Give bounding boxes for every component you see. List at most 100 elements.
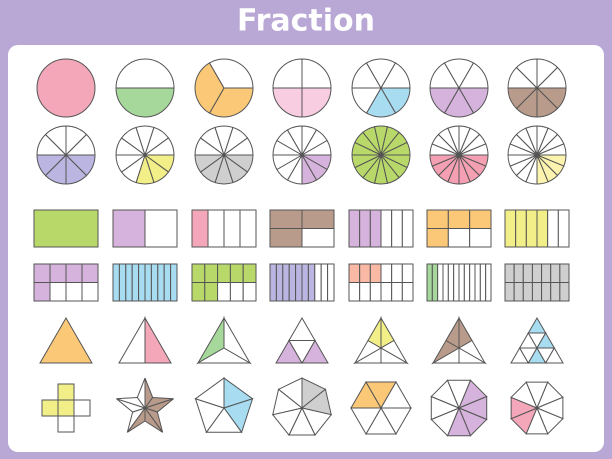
rect-piece	[125, 263, 133, 302]
rect-piece	[301, 209, 335, 229]
rect-piece	[380, 263, 393, 283]
rect-piece	[431, 263, 439, 302]
circle-piece	[301, 58, 332, 89]
circle-piece	[222, 137, 254, 156]
rect-piece	[269, 209, 303, 229]
rect-piece	[401, 263, 414, 283]
circle-piece	[208, 58, 254, 89]
cross-piece	[57, 383, 75, 401]
rect-piece	[163, 263, 172, 302]
circle-piece	[458, 62, 489, 89]
rect-piece	[275, 263, 284, 302]
rect-piece	[369, 209, 382, 248]
shape-piece	[350, 407, 382, 435]
shape-piece	[544, 347, 564, 364]
rect-piece	[144, 209, 178, 248]
rect-piece	[437, 263, 444, 302]
rect-piece	[49, 282, 67, 302]
title: Fraction	[237, 4, 375, 39]
rect-piece	[463, 263, 471, 302]
shape-piece	[136, 377, 146, 410]
rect-piece	[320, 263, 329, 302]
rect-piece	[301, 263, 309, 302]
rect-piece	[288, 263, 297, 302]
rect-piece	[557, 209, 570, 248]
shape-piece	[288, 340, 316, 364]
rect-piece	[348, 209, 361, 248]
circle-piece	[380, 141, 411, 156]
circle-piece	[115, 58, 175, 89]
shape-piece	[446, 379, 472, 410]
cross-piece	[73, 399, 91, 417]
shape-piece	[144, 316, 172, 364]
fraction-shapes	[33, 58, 570, 437]
rect-piece	[359, 209, 371, 248]
rect-piece	[282, 263, 290, 302]
shape-piece	[223, 316, 252, 365]
rect-piece	[81, 263, 99, 283]
circle-piece	[536, 143, 567, 156]
circle-piece	[301, 87, 332, 118]
rect-piece	[131, 263, 140, 302]
rect-piece	[442, 263, 449, 302]
rect-piece	[223, 209, 241, 248]
rect-piece	[33, 282, 51, 302]
rect-piece	[531, 263, 543, 283]
shape-piece	[39, 317, 93, 364]
rect-piece	[426, 228, 449, 248]
rect-piece	[536, 209, 549, 248]
rect-piece	[144, 263, 152, 302]
rect-piece	[559, 282, 570, 302]
rect-piece	[327, 263, 335, 302]
rect-piece	[229, 263, 244, 283]
rect-piece	[447, 209, 471, 229]
rect-piece	[369, 263, 382, 283]
rect-piece	[295, 263, 303, 302]
rect-piece	[401, 209, 414, 248]
rect-piece	[217, 263, 231, 283]
rect-piece	[65, 282, 83, 302]
rect-piece	[541, 282, 552, 302]
rect-piece	[504, 263, 515, 283]
shape-piece	[194, 377, 225, 409]
rect-piece	[550, 282, 561, 302]
rect-piece	[380, 209, 393, 248]
rect-piece	[242, 263, 257, 283]
rect-piece	[204, 263, 219, 283]
cross-piece	[41, 399, 59, 417]
rect-piece	[469, 209, 492, 229]
rect-piece	[559, 263, 570, 283]
shape-piece	[525, 406, 549, 435]
rect-piece	[391, 282, 403, 302]
rect-piece	[242, 282, 257, 302]
rect-piece	[81, 282, 99, 302]
shape-piece	[367, 316, 382, 349]
rect-piece	[269, 263, 277, 302]
rect-piece	[112, 209, 146, 248]
circle-piece	[115, 87, 175, 118]
rect-piece	[118, 263, 127, 302]
rect-piece	[170, 263, 178, 302]
circle-piece	[272, 87, 303, 118]
rect-piece	[474, 263, 481, 302]
rect-piece	[479, 263, 487, 302]
shape-piece	[445, 316, 460, 349]
rect-piece	[33, 209, 99, 248]
rect-piece	[191, 263, 206, 283]
rect-piece	[380, 282, 393, 302]
rect-piece	[547, 209, 559, 248]
rect-piece	[541, 263, 552, 283]
rect-piece	[447, 228, 471, 248]
rect-piece	[453, 263, 460, 302]
rect-piece	[207, 209, 225, 248]
rect-piece	[426, 263, 433, 302]
rect-piece	[191, 282, 206, 302]
rect-piece	[515, 209, 527, 248]
rect-piece	[525, 209, 538, 248]
circle-piece	[458, 143, 489, 156]
circle-piece	[300, 139, 332, 156]
rect-piece	[458, 263, 465, 302]
rect-piece	[391, 263, 403, 283]
rect-piece	[217, 282, 231, 302]
rect-piece	[307, 263, 316, 302]
